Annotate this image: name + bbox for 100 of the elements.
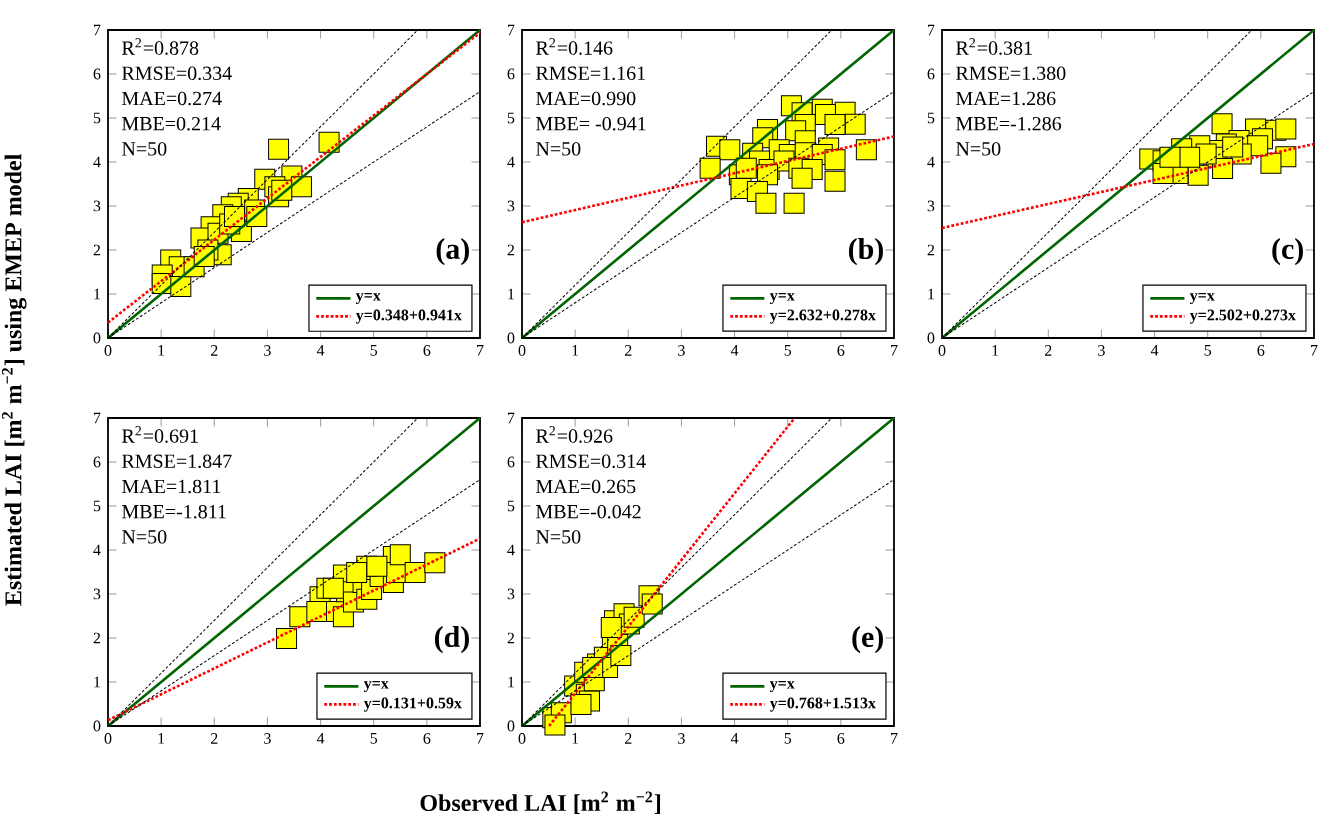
x-tick-label: 0 bbox=[938, 345, 946, 356]
y-axis-title: Estimated LAI [m$^{2}$ m$^{−2}$] using EMEP model bbox=[1, 154, 27, 606]
x-axis-title: Observed LAI [m$^{2}$ m$^{−2}$] bbox=[420, 791, 661, 815]
y-tick-label: 0 bbox=[507, 720, 515, 732]
annotation: MBE=-0.042 bbox=[535, 504, 641, 519]
y-tick-label: 6 bbox=[507, 68, 515, 80]
text: (c) bbox=[1272, 238, 1303, 266]
text: (d) bbox=[434, 626, 469, 654]
y-tick-label: 1 bbox=[508, 288, 514, 300]
legend-label: y=0.768+1.513x bbox=[769, 697, 876, 712]
x-tick-label: 2 bbox=[210, 733, 218, 744]
x-tick-label: 3 bbox=[264, 733, 271, 744]
x-tick-label: 1 bbox=[158, 733, 165, 744]
x-tick-label: 7 bbox=[477, 733, 484, 744]
y-tick-label: 3 bbox=[93, 588, 101, 600]
legend-label: y=x bbox=[1189, 293, 1215, 305]
annotation: N=50 bbox=[536, 142, 581, 156]
y-tick-label: 0 bbox=[93, 720, 101, 732]
y-tick-label: 4 bbox=[93, 544, 101, 556]
y-tick-label: 3 bbox=[507, 200, 515, 212]
y-tick-label: 4 bbox=[507, 156, 515, 168]
x-tick-label: 0 bbox=[518, 345, 526, 356]
y-tick-label: 5 bbox=[507, 500, 515, 512]
x-tick-label: 2 bbox=[624, 345, 632, 356]
y-tick-label: 7 bbox=[928, 24, 935, 36]
y-tick-label: 2 bbox=[927, 244, 935, 256]
x-tick-label: 7 bbox=[1311, 345, 1318, 356]
x-tick-label: 6 bbox=[1257, 345, 1265, 356]
x-tick-label: 3 bbox=[678, 345, 685, 356]
y-tick-label: 0 bbox=[507, 332, 515, 344]
y-tick-label: 5 bbox=[927, 112, 935, 124]
annotation: MAE=0.265 bbox=[535, 479, 636, 494]
legend-label: y=2.632+0.278x bbox=[769, 309, 876, 324]
x-tick-label: 1 bbox=[572, 733, 579, 744]
annotation: R$^{2}$=0.691 bbox=[121, 426, 198, 443]
legend-label: y=0.131+0.59x bbox=[363, 697, 462, 712]
annotation: N=50 bbox=[956, 142, 1001, 156]
text: (b) bbox=[848, 238, 883, 266]
annotation: MAE=0.274 bbox=[121, 91, 222, 106]
annotation: RMSE=0.314 bbox=[535, 454, 646, 469]
x-tick-label: 5 bbox=[370, 345, 378, 356]
y-tick-label: 7 bbox=[94, 412, 101, 424]
x-tick-label: 6 bbox=[837, 345, 845, 356]
annotation: MBE=-1.811 bbox=[121, 504, 226, 519]
x-tick-label: 3 bbox=[264, 345, 271, 356]
legend-label: y=2.502+0.273x bbox=[1189, 309, 1296, 324]
y-tick-label: 6 bbox=[507, 456, 515, 468]
x-tick-label: 0 bbox=[104, 733, 112, 744]
x-tick-label: 1 bbox=[158, 345, 165, 356]
annotation: MAE=1.286 bbox=[956, 91, 1056, 106]
text: (e) bbox=[852, 626, 883, 654]
y-tick-label: 1 bbox=[94, 288, 100, 300]
x-tick-label: 7 bbox=[891, 345, 898, 356]
x-tick-label: 2 bbox=[1044, 345, 1052, 356]
y-tick-label: 2 bbox=[507, 632, 515, 644]
annotation: N=50 bbox=[121, 530, 167, 544]
y-tick-label: 0 bbox=[927, 332, 935, 344]
x-tick-label: 1 bbox=[992, 345, 999, 356]
annotation: R$^{2}$=0.381 bbox=[956, 38, 1032, 55]
annotation: MBE=0.214 bbox=[121, 116, 221, 131]
x-tick-label: 0 bbox=[104, 345, 112, 356]
x-tick-label: 2 bbox=[210, 345, 218, 356]
text: (a) bbox=[436, 238, 469, 266]
y-tick-label: 3 bbox=[927, 200, 935, 212]
x-tick-label: 4 bbox=[1150, 345, 1159, 356]
legend-label: y=x bbox=[363, 681, 389, 693]
y-tick-label: 5 bbox=[93, 500, 101, 512]
y-tick-label: 7 bbox=[508, 412, 515, 424]
legend-label: y=0.348+0.941x bbox=[355, 309, 462, 324]
annotation: RMSE=1.380 bbox=[956, 66, 1066, 81]
legend-label: y=x bbox=[769, 293, 795, 305]
y-tick-label: 1 bbox=[508, 676, 514, 688]
legend-label: y=x bbox=[769, 681, 795, 693]
x-tick-label: 1 bbox=[572, 345, 579, 356]
annotation: N=50 bbox=[535, 530, 581, 544]
annotation: MBE= -0.941 bbox=[536, 116, 646, 131]
x-tick-label: 4 bbox=[730, 345, 739, 356]
annotation: N=50 bbox=[121, 142, 167, 156]
x-tick-label: 3 bbox=[1098, 345, 1105, 356]
y-tick-label: 2 bbox=[93, 632, 101, 644]
x-tick-label: 5 bbox=[370, 733, 378, 744]
y-tick-label: 2 bbox=[507, 244, 515, 256]
annotation: MBE=-1.286 bbox=[956, 116, 1062, 131]
x-tick-label: 6 bbox=[423, 733, 431, 744]
x-tick-label: 4 bbox=[316, 345, 325, 356]
x-tick-label: 3 bbox=[678, 733, 685, 744]
y-tick-label: 7 bbox=[94, 24, 101, 36]
annotation: R$^{2}$=0.146 bbox=[536, 38, 613, 55]
y-tick-label: 4 bbox=[507, 544, 515, 556]
x-tick-label: 7 bbox=[477, 345, 484, 356]
x-tick-label: 5 bbox=[784, 733, 792, 744]
annotation: MAE=0.990 bbox=[536, 91, 636, 106]
y-tick-label: 3 bbox=[507, 588, 515, 600]
y-tick-label: 6 bbox=[93, 456, 101, 468]
y-tick-label: 1 bbox=[928, 288, 934, 300]
annotation: MAE=1.811 bbox=[121, 479, 221, 494]
y-tick-label: 3 bbox=[93, 200, 101, 212]
x-tick-label: 5 bbox=[784, 345, 792, 356]
y-tick-label: 1 bbox=[94, 676, 100, 688]
annotation: RMSE=1.161 bbox=[536, 66, 645, 81]
